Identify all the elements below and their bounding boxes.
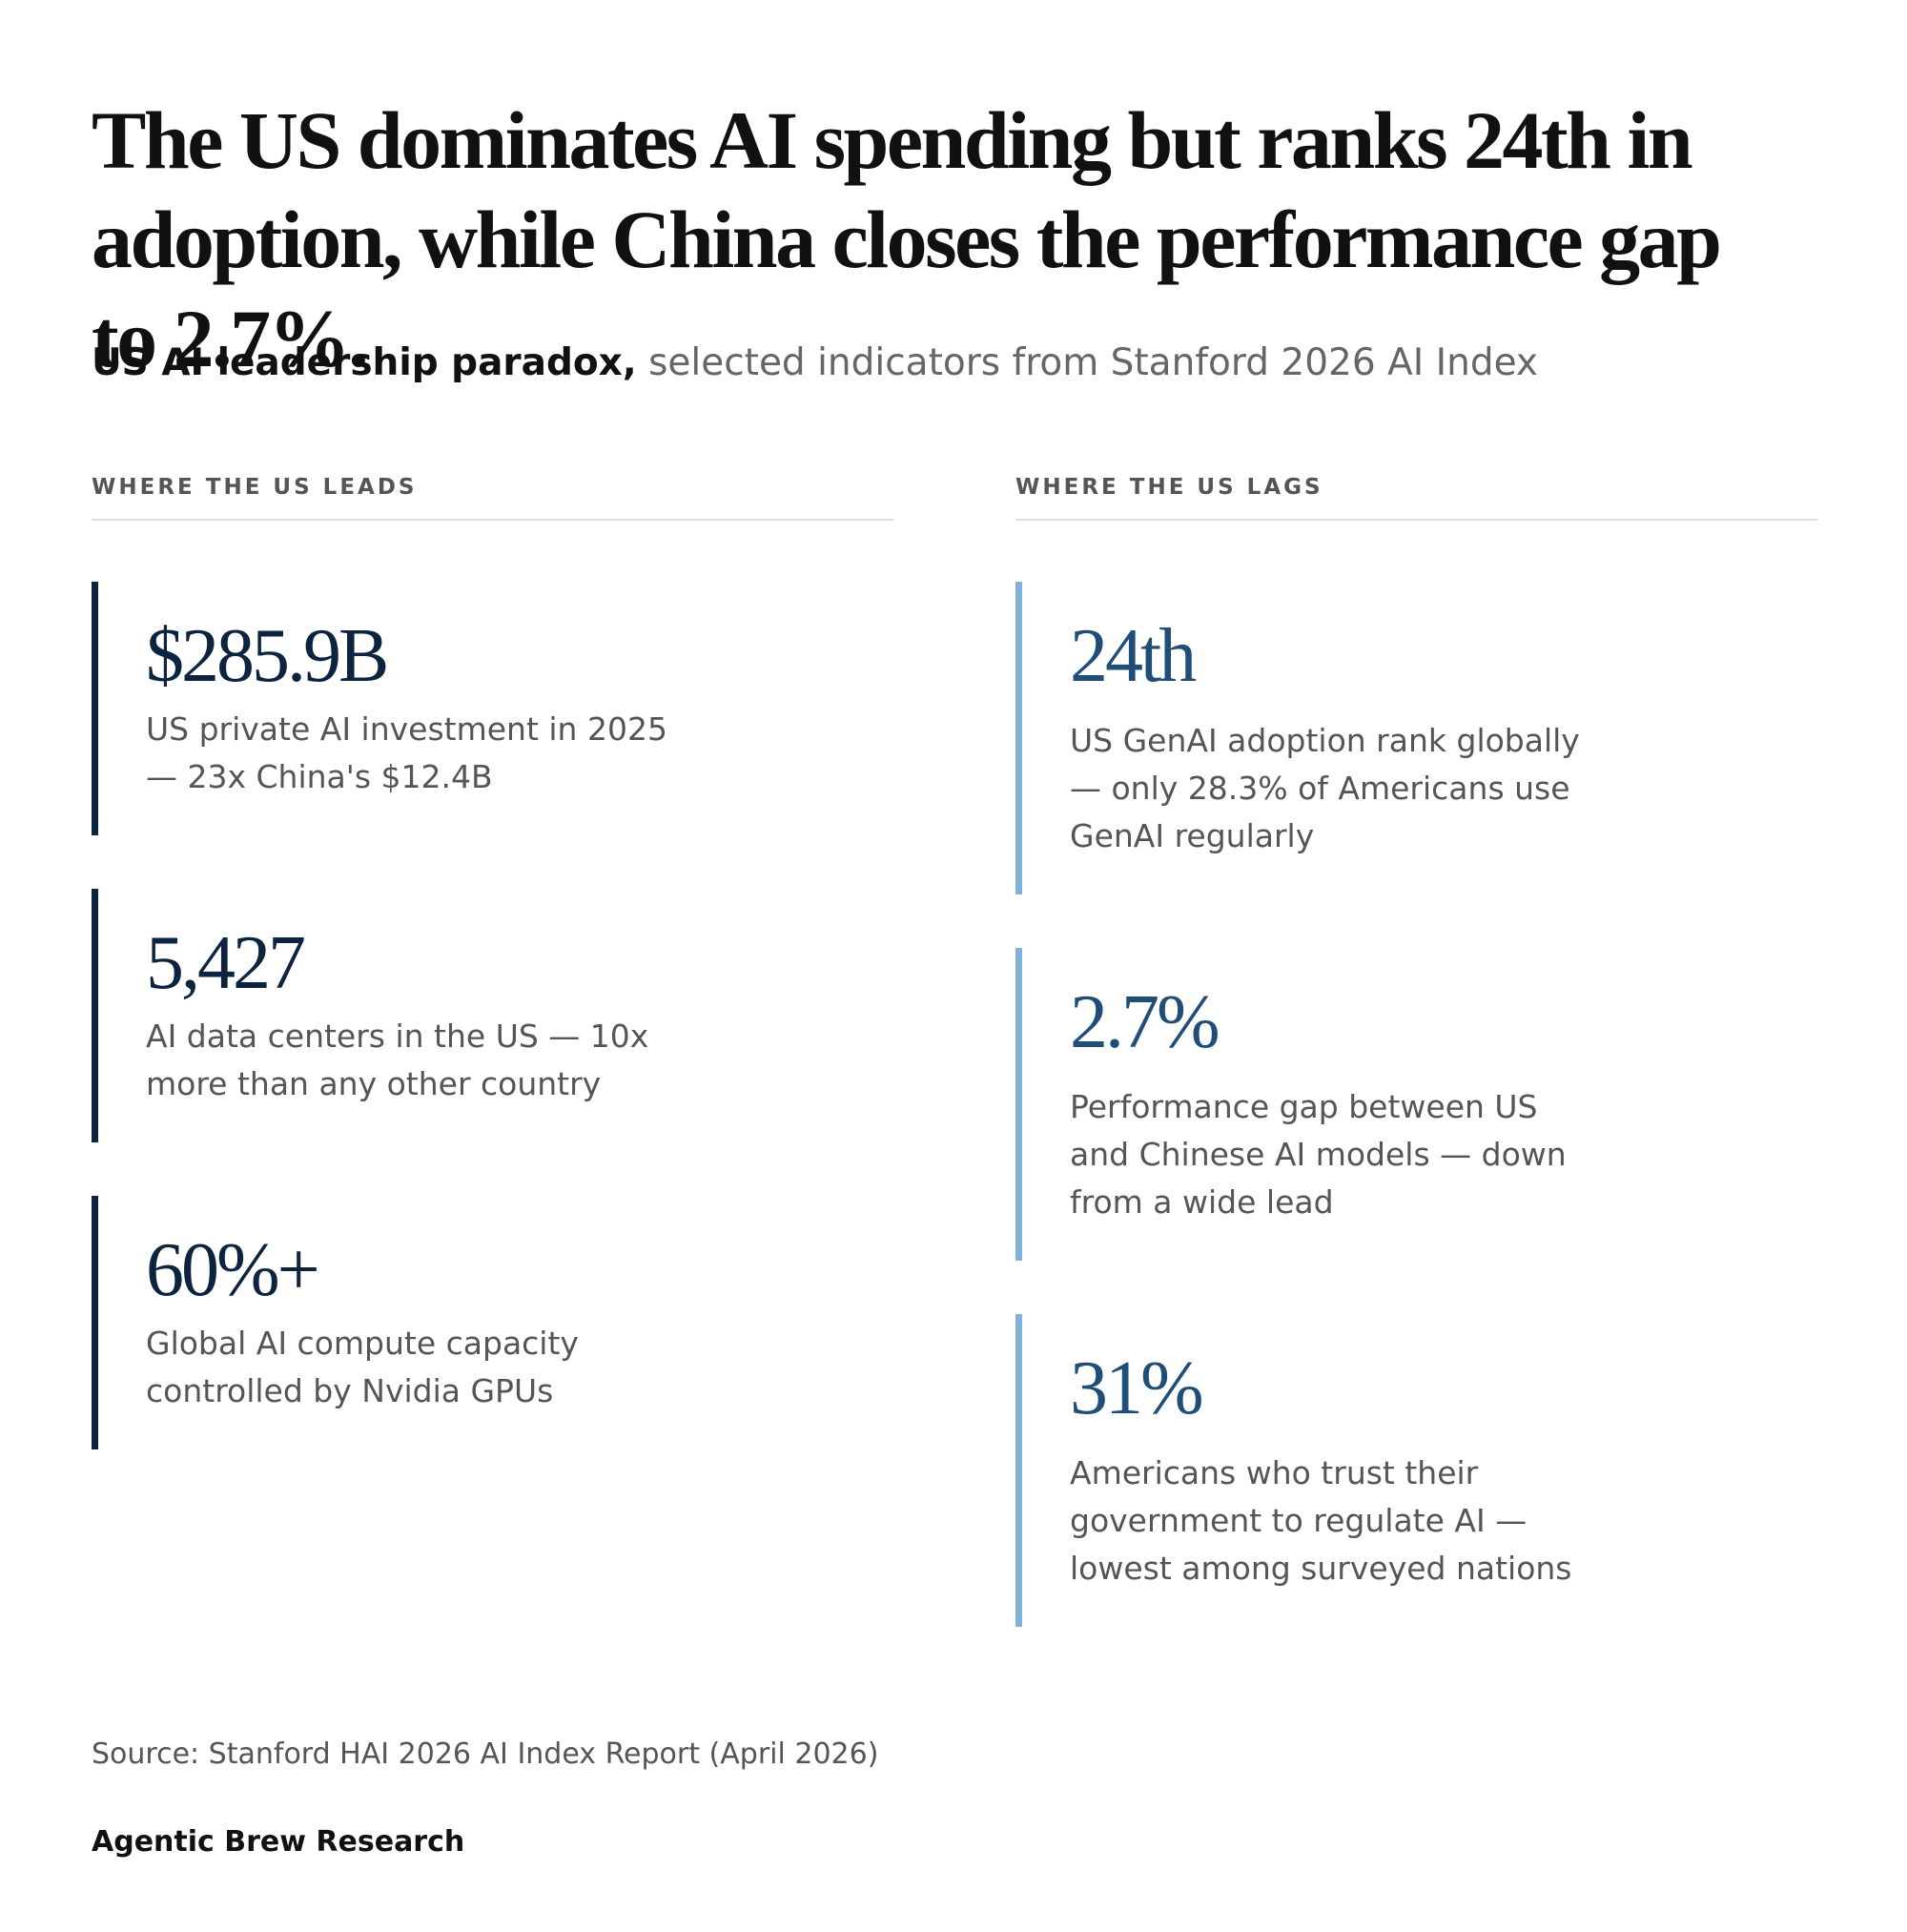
stat-card: $285.9B US private AI investment in 2025 … bbox=[92, 582, 893, 835]
stat-value: $285.9B bbox=[146, 614, 389, 698]
stat-value: 24th bbox=[1070, 614, 1197, 698]
stat-card: 31% Americans who trust their government … bbox=[1015, 1314, 1817, 1627]
stat-value: 2.7% bbox=[1070, 980, 1220, 1064]
subtitle-bold: US AI leadership paradox, bbox=[92, 341, 637, 384]
stat-description: Performance gap between US and Chinese A… bbox=[1070, 1088, 1567, 1221]
column: WHERE THE US LEADS $285.9B US private AI i… bbox=[92, 475, 893, 1449]
source: Source: Stanford HAI 2026 AI Index Repor… bbox=[92, 1737, 879, 1771]
item-list: 24th US GenAI adoption rank globally — on… bbox=[1015, 582, 1817, 1627]
stat-value: 5,427 bbox=[146, 921, 306, 1005]
stat-card: 24th US GenAI adoption rank globally — on… bbox=[1015, 582, 1817, 894]
stat-card: 60%+ Global AI compute capacity controlle… bbox=[92, 1196, 893, 1449]
stat-value: 60%+ bbox=[146, 1228, 320, 1312]
stat-value: 31% bbox=[1070, 1346, 1204, 1430]
column-heading: WHERE THE US LAGS bbox=[1015, 475, 1817, 521]
title: The US dominates AI spending but ranks 2… bbox=[92, 94, 1722, 384]
column-heading: WHERE THE US LEADS bbox=[92, 475, 893, 521]
item-list: $285.9B US private AI investment in 2025 … bbox=[92, 582, 893, 1449]
column: WHERE THE US LAGS 24th US GenAI adoption r… bbox=[1015, 475, 1817, 1627]
stat-description: US private AI investment in 2025 — 23x C… bbox=[146, 710, 667, 795]
subtitle-rest: selected indicators from Stanford 2026 A… bbox=[648, 341, 1538, 384]
brand: Agentic Brew Research bbox=[92, 1825, 465, 1859]
stat-card: 2.7% Performance gap between US and Chine… bbox=[1015, 948, 1817, 1261]
stat-description: AI data centers in the US — 10x more tha… bbox=[146, 1017, 649, 1102]
stat-card: 5,427 AI data centers in the US — 10x mor… bbox=[92, 889, 893, 1142]
stat-description: Americans who trust their government to … bbox=[1070, 1454, 1572, 1587]
stat-description: Global AI compute capacity controlled by… bbox=[146, 1325, 579, 1409]
stat-description: US GenAI adoption rank globally — only 2… bbox=[1070, 722, 1580, 854]
subtitle: US AI leadership paradox, selected indic… bbox=[92, 341, 1538, 384]
